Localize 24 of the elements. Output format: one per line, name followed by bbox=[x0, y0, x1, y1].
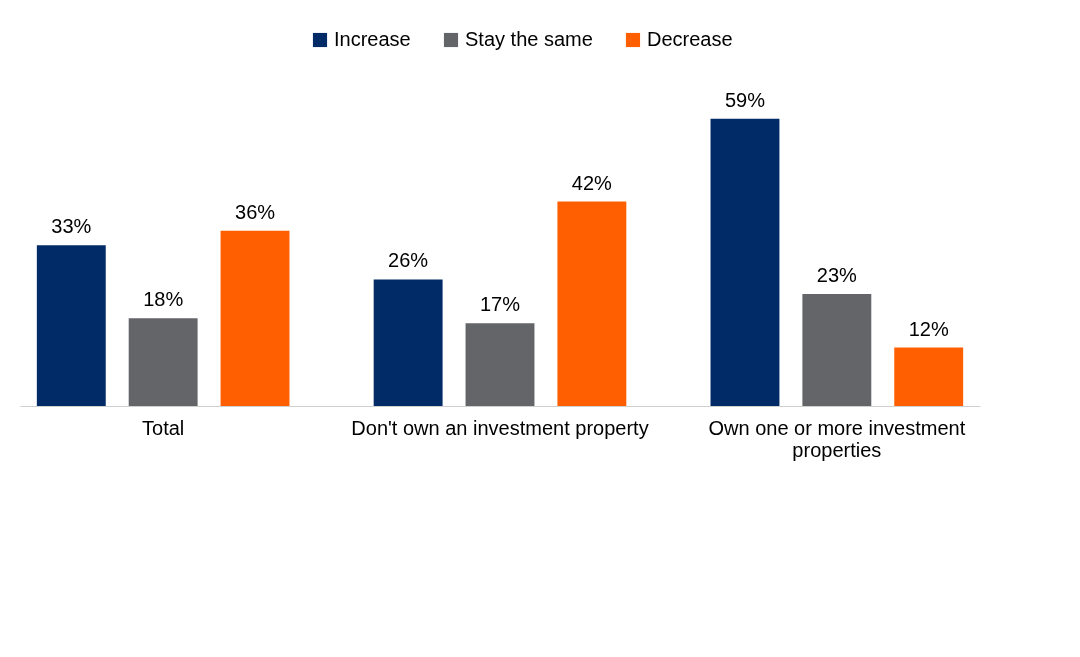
bar bbox=[128, 318, 198, 406]
x-tick-label: Don't own an investment property bbox=[351, 416, 649, 439]
data-label: 23% bbox=[816, 264, 858, 287]
legend-label: Increase bbox=[334, 28, 411, 50]
data-label: 59% bbox=[724, 88, 766, 111]
bar bbox=[465, 323, 535, 406]
data-label: 33% bbox=[51, 215, 92, 238]
data-label: 18% bbox=[143, 288, 184, 311]
bar bbox=[802, 294, 872, 406]
bar bbox=[894, 347, 964, 406]
bar bbox=[36, 245, 106, 406]
data-label: 17% bbox=[479, 293, 521, 316]
legend-label: Decrease bbox=[647, 28, 733, 50]
data-label: 26% bbox=[388, 249, 429, 272]
x-tick-label: Own one or more investment properties bbox=[708, 416, 966, 461]
legend-label: Stay the same bbox=[465, 28, 593, 50]
data-label: 42% bbox=[571, 171, 613, 194]
x-tick-label: Total bbox=[142, 416, 185, 439]
bar bbox=[557, 201, 627, 406]
bar bbox=[220, 230, 290, 406]
bar bbox=[373, 279, 443, 406]
bar bbox=[710, 118, 780, 406]
data-label: 12% bbox=[908, 317, 949, 340]
data-label: 36% bbox=[235, 200, 276, 223]
